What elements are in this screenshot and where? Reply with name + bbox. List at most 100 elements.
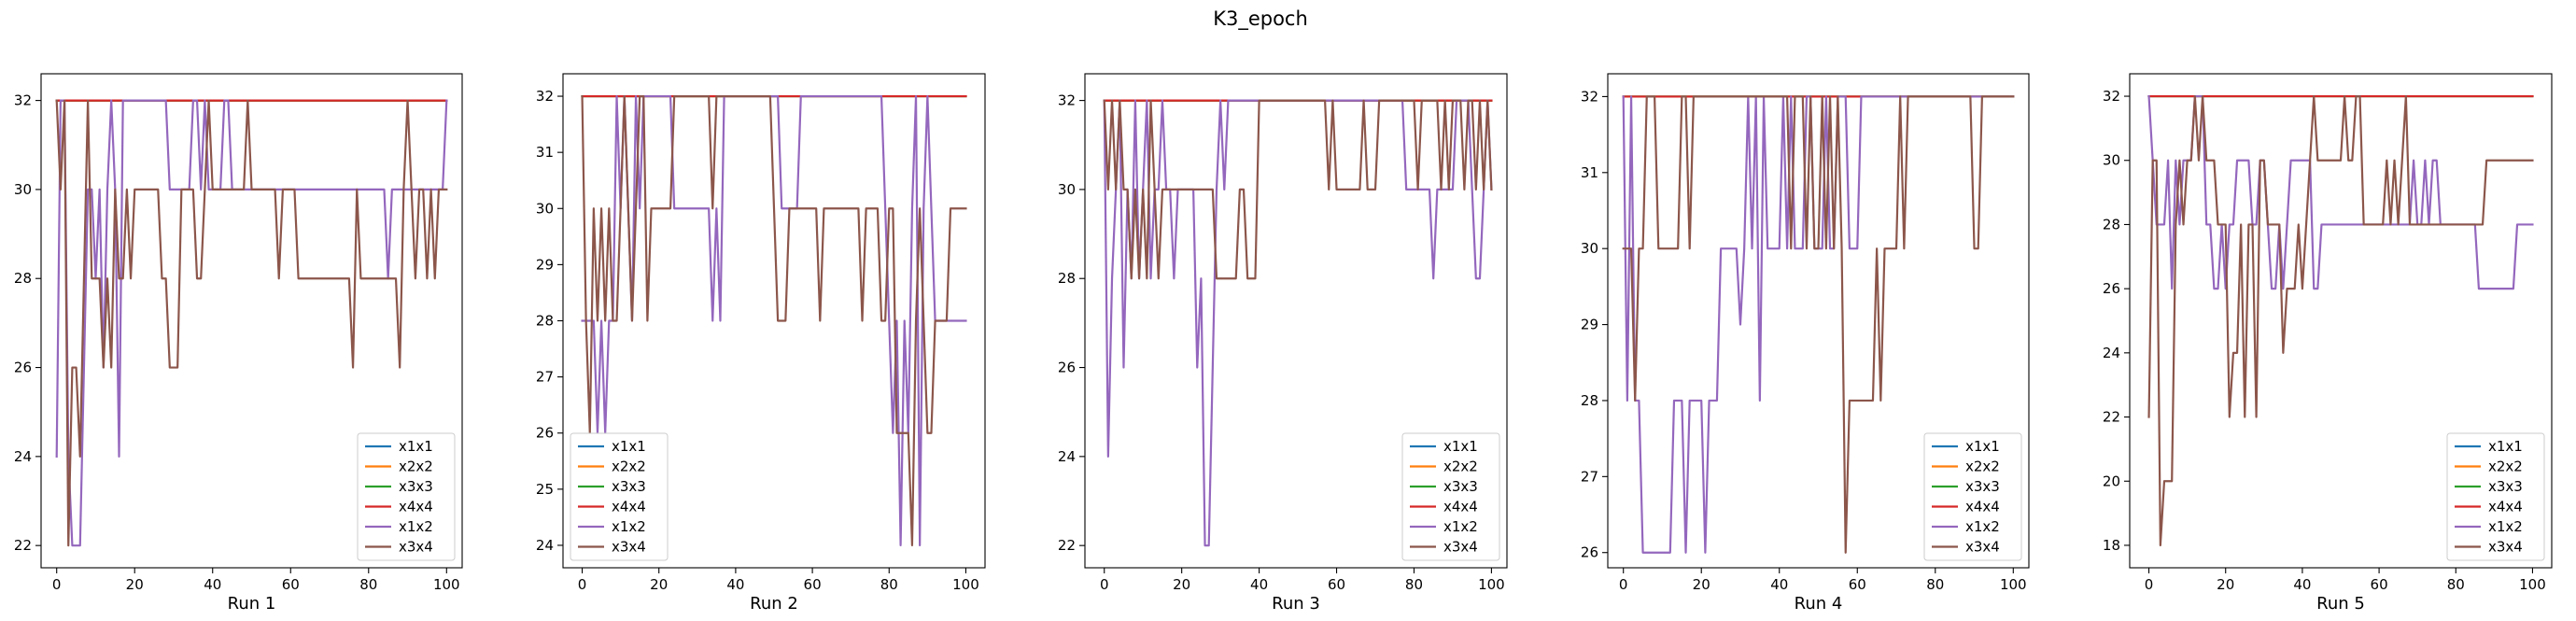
legend-label-x1x1: x1x1 <box>1443 438 1478 455</box>
y-tick-label: 28 <box>1058 270 1076 287</box>
x-tick-label: 0 <box>52 576 62 593</box>
y-tick-label: 31 <box>536 144 554 161</box>
y-tick-label: 22 <box>2103 409 2120 426</box>
y-tick-label: 30 <box>1058 181 1076 198</box>
y-tick-label: 30 <box>14 181 32 198</box>
x-tick-label: 100 <box>2519 576 2546 593</box>
x-tick-label: 60 <box>1849 576 1866 593</box>
y-tick-label: 24 <box>14 448 32 465</box>
subplot-run-3: 0 20 40 60 80 100 22 24 26 28 30 32 Run 3 x1x1 x2x2 x3x… <box>1058 73 1508 614</box>
x-axis-label: Run 2 <box>750 594 798 614</box>
x-tick-label: 0 <box>2145 576 2154 593</box>
y-tick-label: 32 <box>2103 88 2120 105</box>
subplots: 0 20 40 60 80 100 22 24 26 28 30 32 Run 1 x1x1 x2x2 x3x… <box>14 73 2553 614</box>
x-tick-label: 80 <box>1405 576 1423 593</box>
legend-label-x3x4: x3x4 <box>399 539 433 556</box>
figure-title: K3_epoch <box>1213 7 1308 31</box>
y-tick-label: 18 <box>2103 537 2120 554</box>
y-tick-label: 29 <box>1581 317 1598 333</box>
x-axis-label: Run 5 <box>2316 594 2365 614</box>
x-tick-label: 100 <box>433 576 460 593</box>
series-line-x3x4 <box>2147 94 2534 547</box>
y-tick-label: 28 <box>1581 392 1598 409</box>
legend-box <box>2446 432 2545 561</box>
x-tick-label: 0 <box>1100 576 1109 593</box>
y-tick-label: 32 <box>14 92 32 109</box>
x-axis-label: Run 1 <box>228 594 276 614</box>
y-tick-label: 28 <box>14 270 32 287</box>
x-tick-label: 20 <box>1693 576 1710 593</box>
legend-label-x4x4: x4x4 <box>2488 499 2523 515</box>
y-tick-label: 28 <box>536 313 554 330</box>
y-tick-label: 30 <box>2103 152 2120 169</box>
legend-label-x1x1: x1x1 <box>1965 438 2000 455</box>
legend-label-x2x2: x2x2 <box>612 459 646 475</box>
legend-label-x3x3: x3x3 <box>2488 478 2523 495</box>
subplot-run-5: 0 20 40 60 80 100 18 20 22 24 26 28 30 32 Run 5 x1x1 x2x… <box>2103 73 2553 614</box>
legend-box <box>1923 432 2022 561</box>
x-tick-label: 40 <box>204 576 221 593</box>
x-tick-label: 80 <box>359 576 377 593</box>
legend-label-x4x4: x4x4 <box>1443 499 1478 515</box>
legend-label-x1x1: x1x1 <box>612 438 646 455</box>
x-tick-label: 20 <box>650 576 668 593</box>
x-tick-label: 0 <box>578 576 587 593</box>
x-tick-label: 60 <box>804 576 822 593</box>
legend-label-x3x4: x3x4 <box>1443 539 1478 556</box>
legend-label-x4x4: x4x4 <box>612 499 646 515</box>
y-tick-label: 26 <box>14 360 32 376</box>
legend-label-x3x4: x3x4 <box>612 539 646 556</box>
legend-label-x1x2: x1x2 <box>2488 518 2523 535</box>
x-tick-label: 100 <box>952 576 979 593</box>
plot-lines <box>1622 95 2015 554</box>
legend-label-x3x4: x3x4 <box>2488 539 2523 556</box>
y-tick-label: 29 <box>536 256 554 273</box>
plot-lines <box>581 94 967 547</box>
x-tick-label: 80 <box>880 576 898 593</box>
x-axis-label: Run 3 <box>1272 594 1320 614</box>
legend-label-x1x2: x1x2 <box>1965 518 2000 535</box>
y-tick-label: 26 <box>1058 360 1076 376</box>
series-line-x3x4 <box>1622 95 2015 554</box>
x-tick-label: 40 <box>1250 576 1268 593</box>
x-tick-label: 60 <box>1328 576 1345 593</box>
x-tick-label: 100 <box>2000 576 2027 593</box>
y-tick-label: 26 <box>1581 544 1598 561</box>
y-tick-label: 22 <box>14 537 32 554</box>
y-tick-label: 25 <box>536 481 554 498</box>
y-tick-label: 27 <box>1581 468 1598 485</box>
y-tick-label: 30 <box>536 200 554 217</box>
legend-label-x4x4: x4x4 <box>1965 499 2000 515</box>
x-tick-label: 80 <box>1926 576 1944 593</box>
y-tick-label: 28 <box>2103 216 2120 233</box>
legend: x1x1 x2x2 x3x3 x4x4 x1x2 x3x4 <box>1923 432 2022 561</box>
legend-label-x2x2: x2x2 <box>1965 459 2000 475</box>
y-tick-label: 32 <box>1581 88 1598 105</box>
y-tick-label: 20 <box>2103 473 2120 489</box>
legend-label-x1x2: x1x2 <box>612 518 646 535</box>
legend-label-x1x1: x1x1 <box>2488 438 2523 455</box>
series-line-x3x4 <box>55 99 448 547</box>
y-tick-label: 26 <box>2103 280 2120 297</box>
plot-lines <box>55 99 448 547</box>
x-tick-label: 40 <box>1770 576 1788 593</box>
legend: x1x1 x2x2 x3x3 x4x4 x1x2 x3x4 <box>1401 432 1500 561</box>
legend-box <box>1401 432 1500 561</box>
axes-frame <box>2129 73 2553 569</box>
x-tick-label: 40 <box>726 576 744 593</box>
y-tick-label: 22 <box>1058 537 1076 554</box>
x-tick-label: 20 <box>1173 576 1190 593</box>
y-tick-label: 30 <box>1581 240 1598 257</box>
legend-label-x4x4: x4x4 <box>399 499 433 515</box>
x-tick-label: 40 <box>2293 576 2311 593</box>
legend-label-x2x2: x2x2 <box>399 459 433 475</box>
axes-frame <box>40 73 463 569</box>
x-axis-label: Run 4 <box>1795 594 1843 614</box>
legend-label-x3x3: x3x3 <box>399 478 433 495</box>
x-tick-label: 20 <box>2217 576 2234 593</box>
legend-label-x3x3: x3x3 <box>1443 478 1478 495</box>
series-line-x3x4 <box>1103 99 1493 280</box>
